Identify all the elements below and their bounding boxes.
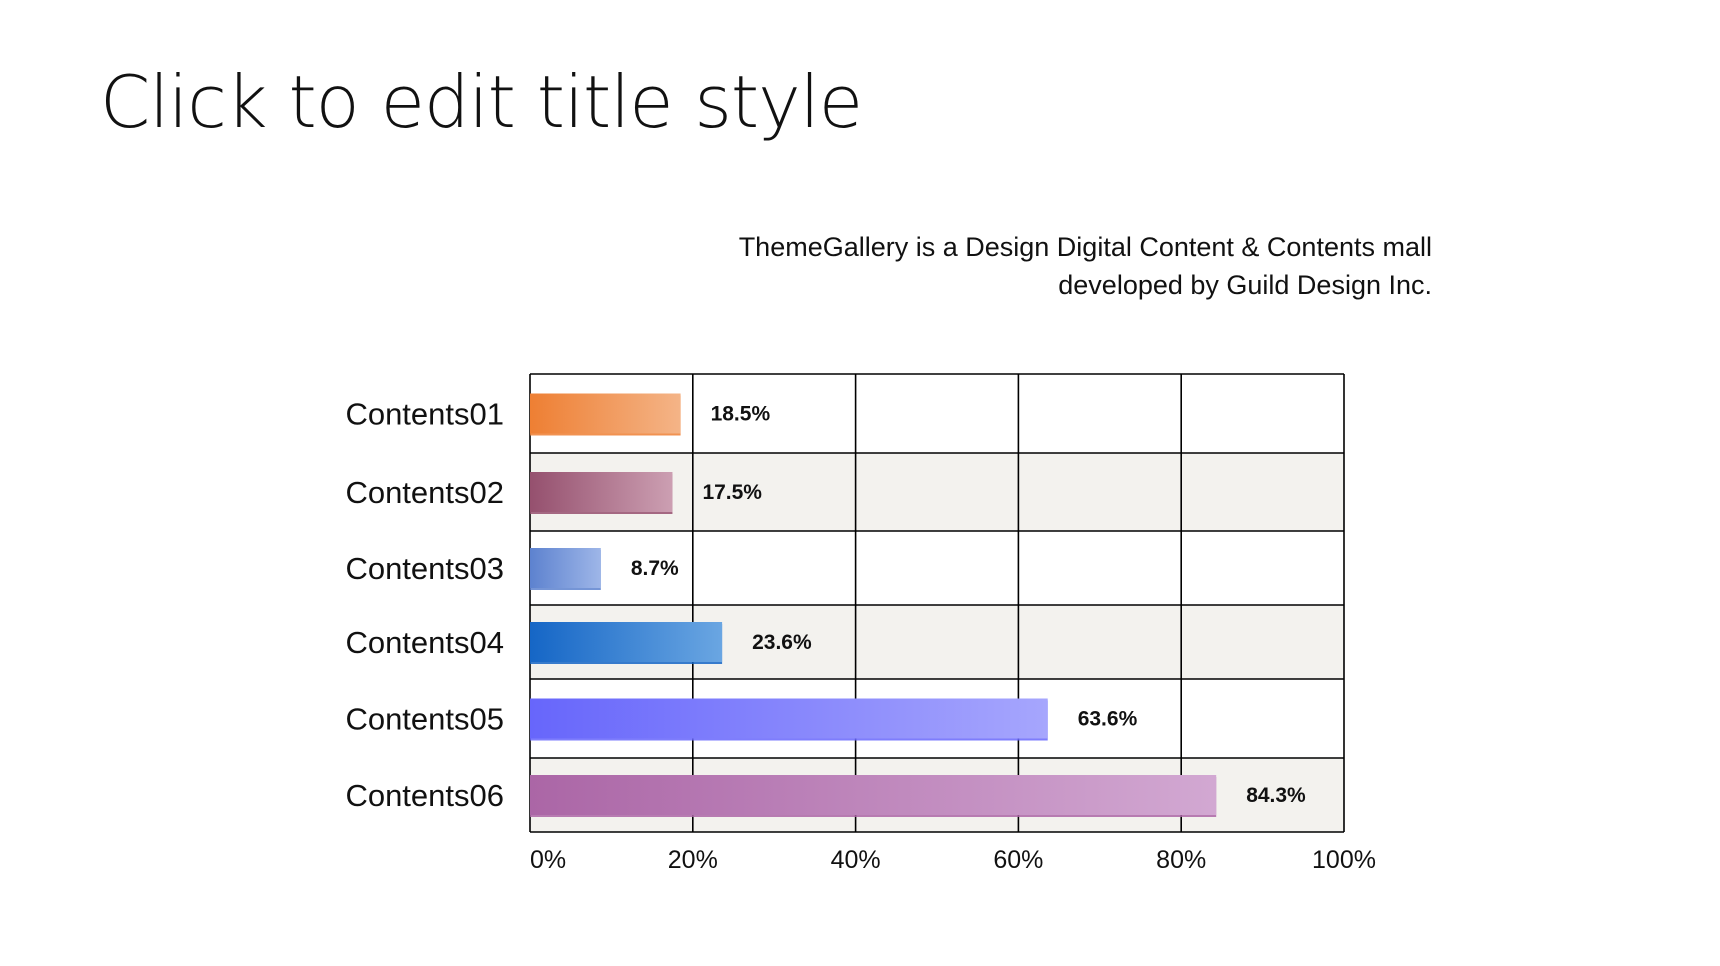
data-label-3: 8.7% bbox=[631, 557, 679, 580]
category-label-2: Contents02 bbox=[345, 475, 504, 510]
slide-title[interactable]: Click to edit title style bbox=[100, 60, 863, 144]
x-tick-label-40: 40% bbox=[831, 846, 881, 874]
x-tick-label-100: 100% bbox=[1312, 846, 1376, 874]
data-label-1: 18.5% bbox=[711, 403, 771, 426]
category-label-4: Contents04 bbox=[345, 625, 504, 660]
x-tick-label-20: 20% bbox=[668, 846, 718, 874]
data-label-2: 17.5% bbox=[702, 481, 762, 504]
slide-subtitle[interactable]: ThemeGallery is a Design Digital Content… bbox=[739, 228, 1432, 304]
category-label-6: Contents06 bbox=[345, 778, 504, 813]
row-band-3 bbox=[530, 531, 1344, 605]
x-tick-label-60: 60% bbox=[993, 846, 1043, 874]
data-label-5: 63.6% bbox=[1078, 708, 1138, 731]
subtitle-line-1: ThemeGallery is a Design Digital Content… bbox=[738, 232, 1432, 262]
x-tick-label-80: 80% bbox=[1156, 846, 1206, 874]
bar-contents06 bbox=[530, 775, 1217, 815]
category-label-1: Contents01 bbox=[345, 397, 504, 432]
bar-contents04 bbox=[530, 622, 723, 662]
category-label-5: Contents05 bbox=[345, 702, 504, 737]
bar-contents03 bbox=[530, 548, 601, 588]
bar-contents05 bbox=[530, 698, 1048, 739]
data-label-4: 23.6% bbox=[752, 631, 812, 654]
bar-contents01 bbox=[530, 393, 681, 434]
x-tick-label-0: 0% bbox=[530, 846, 566, 874]
subtitle-line-2: developed by Guild Design Inc. bbox=[1058, 270, 1432, 300]
data-label-6: 84.3% bbox=[1246, 784, 1306, 807]
bar-contents02 bbox=[530, 472, 673, 512]
category-label-3: Contents03 bbox=[345, 551, 504, 586]
